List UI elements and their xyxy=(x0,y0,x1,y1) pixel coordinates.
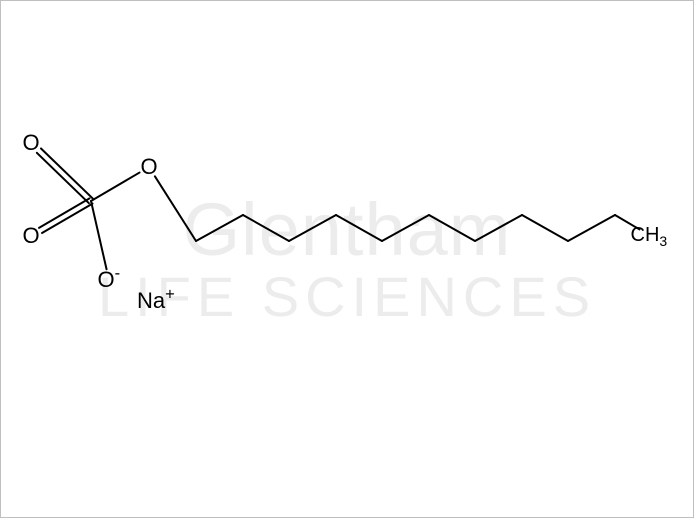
counterion-na: Na+ xyxy=(137,290,175,312)
molecule-svg xyxy=(1,1,695,519)
atom-C11: CH3 xyxy=(631,225,668,245)
atom-O2: O xyxy=(23,225,40,247)
atom-O1: O xyxy=(23,132,40,154)
atom-O3: O- xyxy=(98,269,121,291)
atom-O4: O xyxy=(141,156,158,178)
diagram-frame: Glentham LIFE SCIENCES OOO-OCH3Na+ xyxy=(0,0,694,518)
